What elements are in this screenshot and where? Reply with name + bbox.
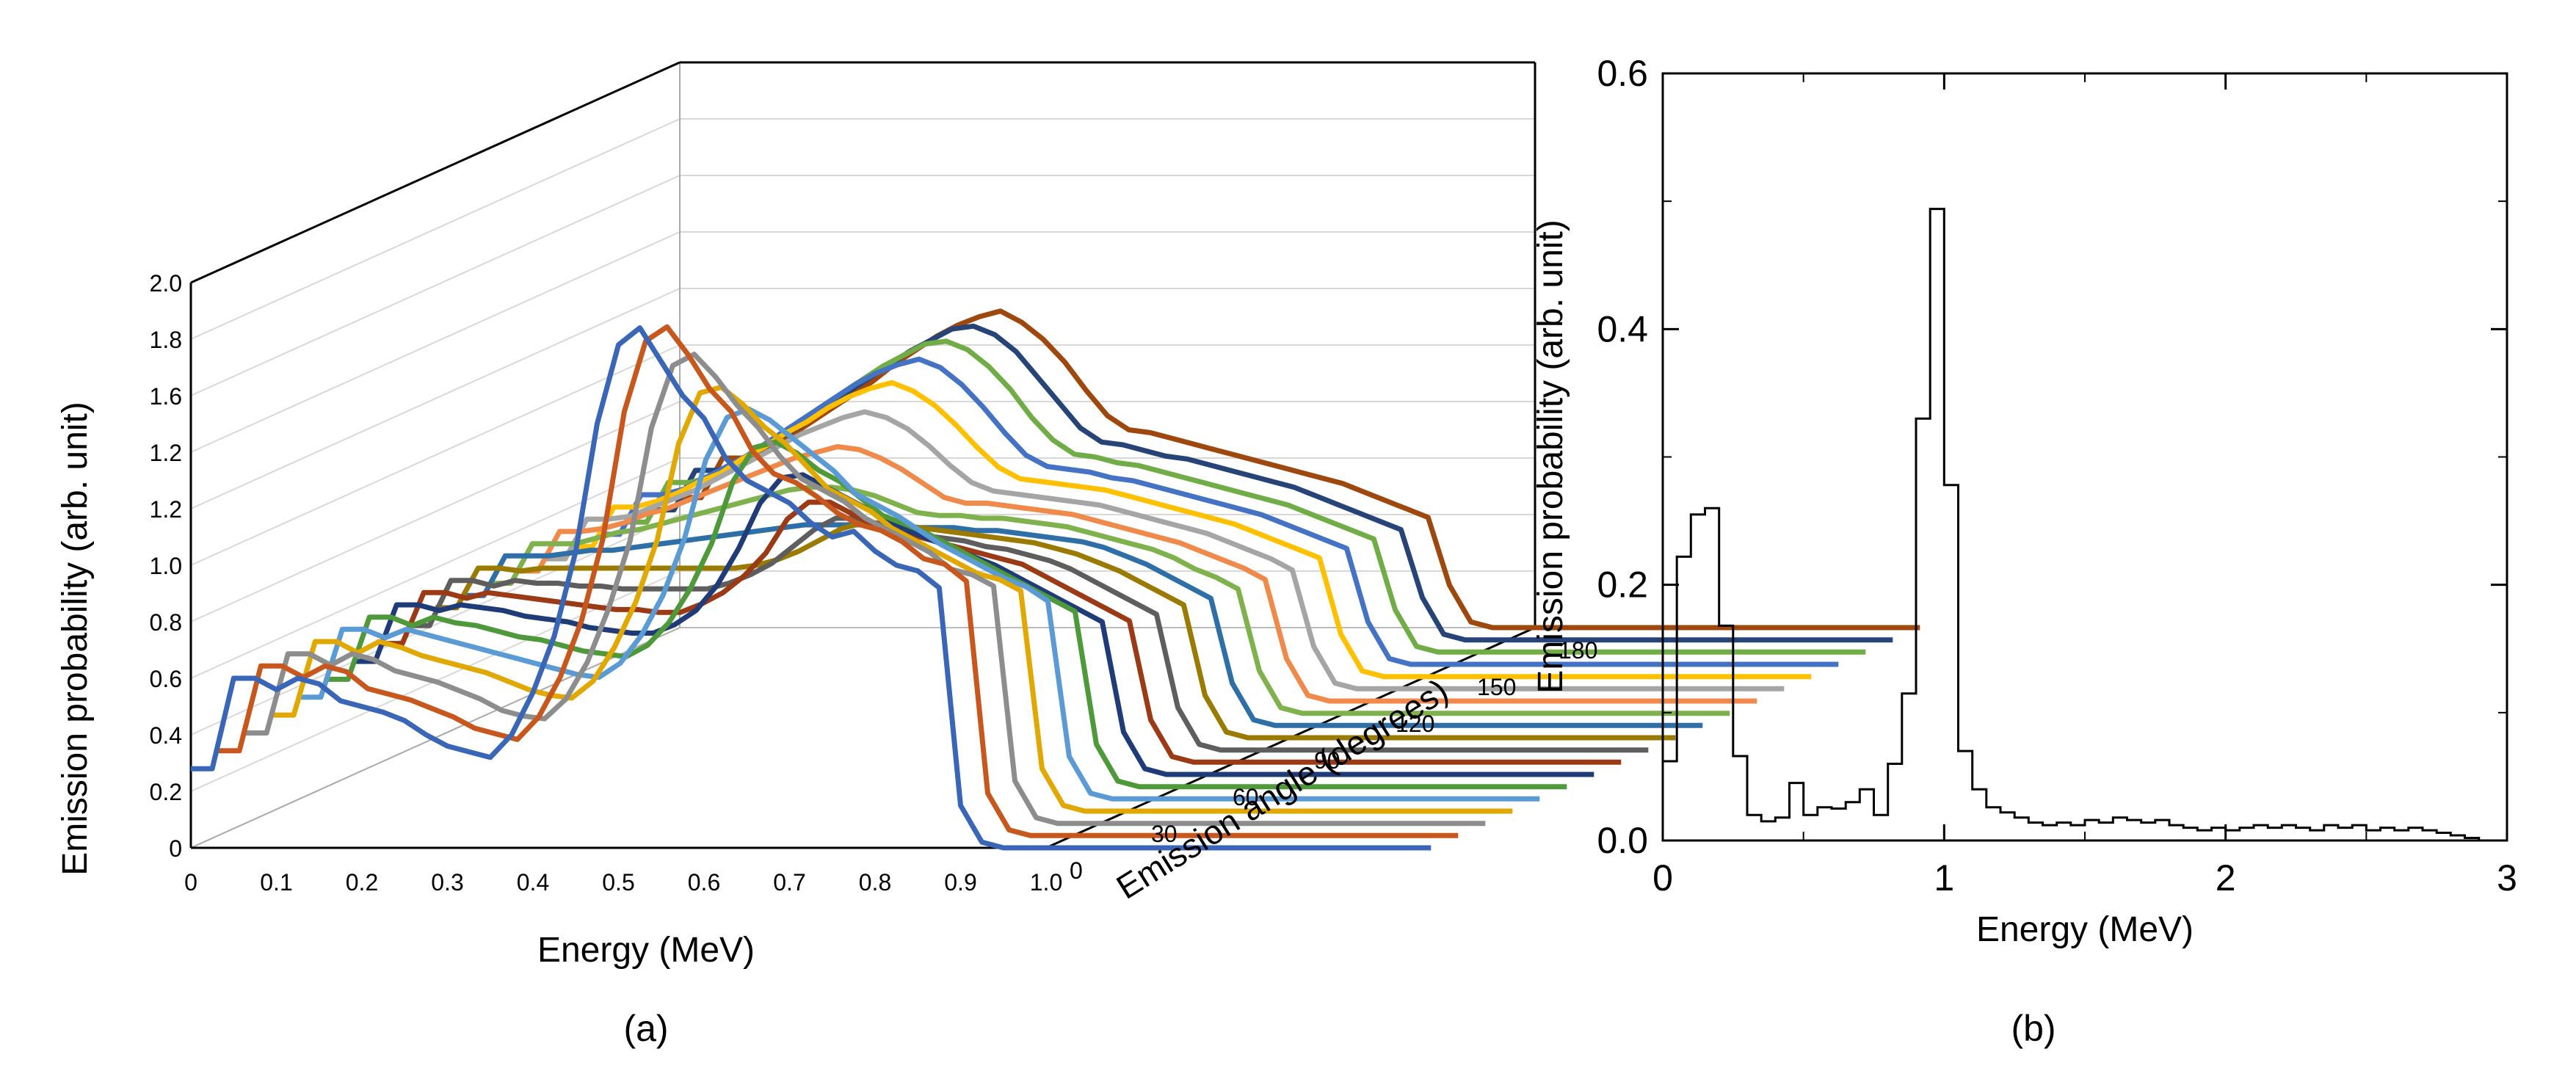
panel-b-y-tick-label: 0.4	[1597, 308, 1648, 349]
panel-a-side-gridline	[190, 118, 681, 340]
panel-b-ticks: 0 1 2 3 0.0 0.2 0.4 0.6	[1597, 53, 2517, 898]
panel-a-z-tick-label: 30	[1151, 821, 1178, 847]
panel-a-x-tick-label: 0.9	[944, 869, 976, 896]
panel-a-series-line-50	[327, 439, 1567, 790]
panel-b-x-tick-label: 2	[2216, 857, 2236, 898]
panel-a-x-tick-label: 0	[184, 869, 197, 896]
panel-a-y-tick-label: 1.2	[150, 496, 182, 523]
panel-b-x-tick-label: 1	[1934, 857, 1954, 898]
panel-a-z-ticks: 0 30 60 90 120 150 180	[1070, 637, 1597, 884]
panel-b-y-axis-label: Emission probability (arb. unit)	[1531, 219, 1570, 694]
panel-a-series-group	[191, 308, 1920, 851]
panel-a-x-ticks: 0 0.1 0.2 0.3 0.4 0.5 0.6 0.7 0.8 0.9 1.0	[184, 869, 1062, 896]
panel-a-z-tick-label: 150	[1477, 674, 1516, 700]
panel-a-series-line-130	[544, 409, 1785, 691]
panel-a-z-tick-label: 0	[1070, 857, 1083, 884]
panel-b-caption: (b)	[2011, 1008, 2056, 1049]
panel-a-y-tick-label: 1.2	[150, 440, 182, 466]
panel-b-y-tick-label: 0.6	[1597, 53, 1648, 94]
panel-a-z-tick-label: 60	[1233, 784, 1259, 810]
panel-b-y-tick-label: 0.2	[1597, 564, 1648, 606]
panel-a-side-gridline	[190, 457, 681, 679]
panel-a-z-tick-label: 180	[1559, 637, 1597, 664]
panel-a-series-line-180	[680, 308, 1920, 631]
panel-a-y-tick-label: 0.2	[150, 779, 182, 805]
panel-b-plot-frame	[1661, 72, 2508, 842]
panel-a-series-line-140	[571, 380, 1812, 680]
panel-b-y-tick-label: 0.0	[1597, 820, 1648, 861]
panel-a-x-tick-label: 0.3	[431, 869, 463, 896]
panel-a-x-tick-label: 0.1	[260, 869, 292, 896]
panel-a-y-tick-label: 1.6	[150, 383, 182, 410]
panel-a-3d-frame	[189, 61, 1536, 849]
panel-a-series-line-0	[191, 325, 1432, 851]
panel-a-x-axis-label: Energy (MeV)	[537, 931, 755, 970]
panel-b-x-tick-label: 0	[1652, 857, 1673, 898]
panel-a-x-tick-label: 0.6	[688, 869, 720, 896]
panel-a-y-tick-label: 0.6	[150, 666, 182, 692]
panel-a-x-tick-label: 0.4	[517, 869, 549, 896]
panel-a-x-tick-label: 1.0	[1030, 869, 1062, 896]
panel-b-x-axis-label: Energy (MeV)	[1976, 910, 2194, 949]
panel-a-y-axis-label: Emission probability (arb. unit)	[56, 402, 95, 876]
panel-a-x-tick-label: 0.5	[602, 869, 634, 896]
panel-b-histogram-chart: 0 1 2 3 0.0 0.2 0.4 0.6 Energy (MeV) Emission p…	[1531, 53, 2517, 1049]
panel-a-top-side-edge	[190, 61, 681, 284]
panel-a-y-tick-label: 0.8	[150, 609, 182, 636]
panel-a-y-tick-label: 0	[169, 835, 182, 862]
panel-a-side-gridline	[190, 344, 681, 566]
panel-a-series-line-20	[245, 352, 1486, 827]
panel-a-x-tick-label: 0.8	[859, 869, 891, 896]
panel-a-side-gridline	[190, 231, 681, 453]
panel-a-side-gridline	[190, 288, 681, 509]
panel-a-series-line-10	[218, 324, 1459, 838]
panel-a-y-tick-label: 0.4	[150, 722, 182, 749]
panel-a-series-line-70	[381, 499, 1622, 765]
panel-a-series-line-40	[300, 406, 1540, 802]
panel-a-side-gridline	[190, 175, 681, 396]
panel-a-x-tick-label: 0.2	[346, 869, 378, 896]
panel-a-side-gridline	[190, 514, 681, 736]
panel-a-y-tick-label: 2.0	[150, 270, 182, 297]
panel-a-y-tick-label: 1.8	[150, 327, 182, 353]
panel-a-series-line-60	[354, 472, 1594, 777]
panel-a-x-tick-label: 0.7	[773, 869, 805, 896]
panel-a-z-tick-label: 120	[1396, 711, 1434, 737]
panel-b-x-tick-label: 3	[2497, 857, 2517, 898]
panel-a-series-line-110	[490, 484, 1730, 716]
panel-a-z-tick-label: 90	[1314, 747, 1340, 774]
panel-a-caption: (a)	[623, 1008, 668, 1049]
panel-a-waterfall-chart: 00.20.40.60.81.01.21.21.61.82.0 0 0.1 0.2 0…	[56, 61, 1920, 1049]
panel-a-side-gridline	[190, 401, 681, 622]
panel-a-y-ticks: 0 0.2 0.4 0.6 0.8 1.0 1.2 1.2 1.6 1.8 2.0	[150, 270, 182, 862]
panel-a-series-line-160	[625, 338, 1866, 655]
panel-b-step-line	[1663, 208, 2481, 840]
panel-a-y-tick-label: 1.0	[150, 553, 182, 579]
